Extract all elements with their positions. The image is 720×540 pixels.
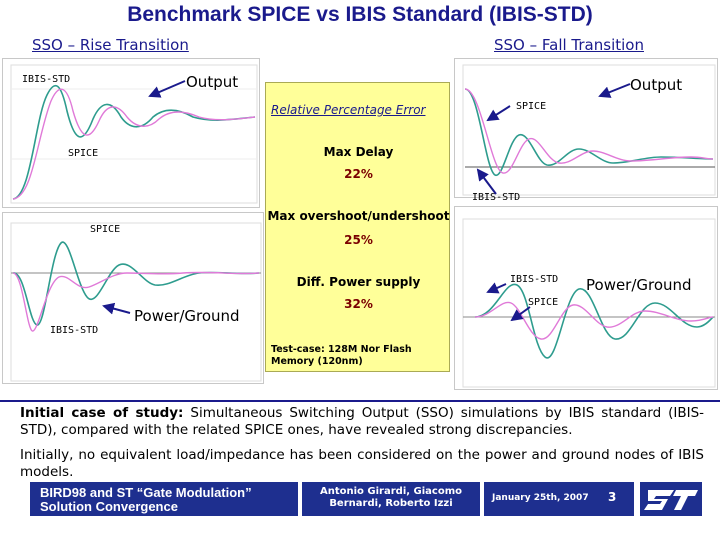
plot-rise-output bbox=[2, 58, 260, 208]
label-spice-fall: SPICE bbox=[516, 101, 547, 112]
paragraph-initial-case-lead: Initial case of study: bbox=[20, 405, 184, 421]
max-delay-label: Max Delay bbox=[323, 145, 394, 159]
paragraph-initial-case: Initial case of study: Simultaneous Swit… bbox=[20, 405, 704, 439]
footer-bird-line-2: Solution Convergence bbox=[40, 499, 178, 514]
overshoot-value: 25% bbox=[344, 233, 373, 247]
label-output-fall: Output bbox=[630, 76, 683, 94]
power-supply-value: 32% bbox=[344, 297, 373, 311]
callout-arrows bbox=[102, 80, 631, 322]
plot-rise-power-ground bbox=[2, 212, 264, 384]
label-power-ground-rise: Power/Ground bbox=[134, 307, 240, 325]
overshoot-label: Max overshoot/undershoot bbox=[267, 209, 450, 223]
subtitle-rise: SSO – Rise Transition bbox=[32, 36, 189, 54]
footer-authors-box: Antonio Girardi, Giacomo Bernardi, Rober… bbox=[302, 482, 480, 516]
testcase-note: Test-case: 128M Nor Flash Memory (120nm) bbox=[271, 344, 412, 368]
label-ibis-std-rise: IBIS-STD bbox=[22, 74, 71, 85]
label-ibis-std-fall-pg: IBIS-STD bbox=[510, 274, 559, 285]
label-ibis-std-fall: IBIS-STD bbox=[472, 192, 521, 203]
page-title: Benchmark SPICE vs IBIS Standard (IBIS-S… bbox=[127, 3, 593, 26]
error-box-heading: Relative Percentage Error bbox=[271, 103, 426, 117]
footer-date: January 25th, 2007 bbox=[492, 493, 589, 503]
footer-authors-line-2: Bernardi, Roberto Izzi bbox=[329, 498, 453, 509]
paragraph-no-load: Initially, no equivalent load/impedance … bbox=[20, 447, 704, 480]
plot-fall-output bbox=[454, 58, 718, 198]
label-output-rise: Output bbox=[186, 73, 239, 91]
label-ibis-std-rise-pg: IBIS-STD bbox=[50, 325, 99, 336]
label-spice-rise-pg: SPICE bbox=[90, 224, 121, 235]
page-number: 3 bbox=[608, 490, 617, 504]
error-summary-box: Max Delay 22% Max overshoot/undershoot 2… bbox=[265, 82, 450, 372]
label-spice-rise: SPICE bbox=[68, 148, 99, 159]
plot-fall-output-graphic bbox=[462, 64, 716, 196]
power-supply-label: Diff. Power supply bbox=[296, 275, 421, 289]
plot-rise-output-graphic bbox=[10, 64, 258, 204]
testcase-line-2: Memory (120nm) bbox=[271, 356, 363, 367]
subtitle-fall: SSO – Fall Transition bbox=[494, 36, 644, 54]
divider-rule bbox=[0, 400, 720, 402]
paragraph-initial-case-body: Simultaneous Switching Output (SSO) simu… bbox=[20, 405, 705, 438]
footer-bird-line-1: BIRD98 and ST “Gate Modulation” bbox=[40, 485, 252, 500]
footer-bird-box: BIRD98 and ST “Gate Modulation” Solution… bbox=[30, 482, 298, 516]
testcase-line-1: Test-case: 128M Nor Flash bbox=[271, 344, 412, 355]
label-power-ground-fall: Power/Ground bbox=[586, 276, 692, 294]
plot-fall-power-ground-graphic bbox=[462, 218, 716, 388]
plot-rise-power-ground-graphic bbox=[10, 222, 262, 382]
max-delay-value: 22% bbox=[344, 167, 373, 181]
st-logo bbox=[640, 482, 702, 516]
footer-date-box: January 25th, 2007 bbox=[484, 482, 634, 516]
plot-fall-power-ground bbox=[454, 206, 718, 390]
label-spice-fall-pg: SPICE bbox=[528, 297, 559, 308]
footer-authors-line-1: Antonio Girardi, Giacomo bbox=[320, 486, 462, 497]
